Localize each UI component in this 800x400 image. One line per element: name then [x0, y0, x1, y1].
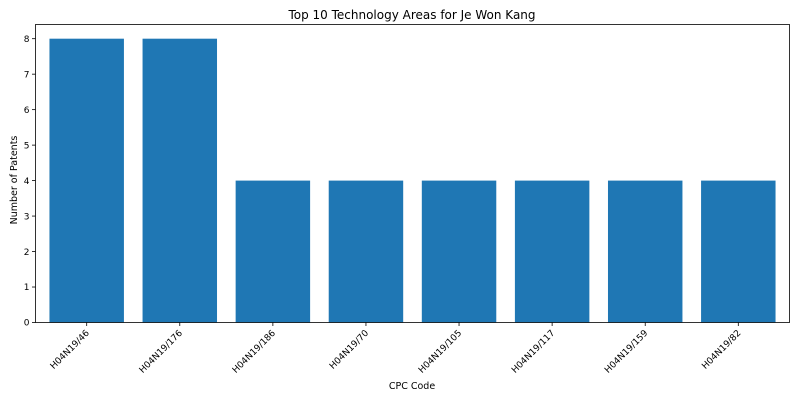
y-tick-label: 2	[24, 248, 30, 258]
bar-h04n19-176	[143, 39, 217, 323]
bars-group	[49, 39, 775, 323]
y-tick-label: 8	[24, 35, 30, 45]
x-tick-label: H04N19/105	[417, 329, 464, 376]
x-tick-label: H04N19/46	[49, 328, 92, 371]
x-tick-label: H04N19/82	[700, 329, 743, 372]
y-tick-label: 6	[24, 106, 30, 116]
y-tick-label: 3	[24, 212, 30, 222]
x-tick-label: H04N19/176	[138, 328, 185, 375]
x-tick-label: H04N19/186	[231, 328, 278, 375]
y-tick-label: 5	[24, 141, 30, 151]
bar-h04n19-105	[422, 181, 496, 323]
x-tick-label: H04N19/159	[603, 328, 650, 375]
x-axis-label: CPC Code	[389, 381, 435, 392]
bar-h04n19-46	[49, 39, 123, 323]
x-tick-label: H04N19/70	[328, 328, 371, 371]
bar-h04n19-70	[329, 181, 403, 323]
y-axis-ticks: 0 1 2 3 4 5 6 7 8	[24, 35, 36, 329]
y-tick-label: 0	[24, 319, 30, 329]
bar-h04n19-117	[515, 181, 589, 323]
x-axis-ticks: H04N19/46 H04N19/176 H04N19/186 H04N19/70 H0…	[49, 323, 744, 376]
bar-h04n19-82	[701, 181, 775, 323]
chart-title: Top 10 Technology Areas for Je Won Kang	[287, 8, 535, 22]
y-axis-label: Number of Patents	[9, 136, 20, 225]
y-tick-label: 4	[24, 177, 30, 187]
bar-h04n19-186	[236, 181, 310, 323]
y-tick-label: 7	[24, 70, 30, 80]
x-tick-label: H04N19/117	[510, 329, 557, 376]
y-tick-label: 1	[24, 283, 30, 293]
bar-h04n19-159	[608, 181, 682, 323]
